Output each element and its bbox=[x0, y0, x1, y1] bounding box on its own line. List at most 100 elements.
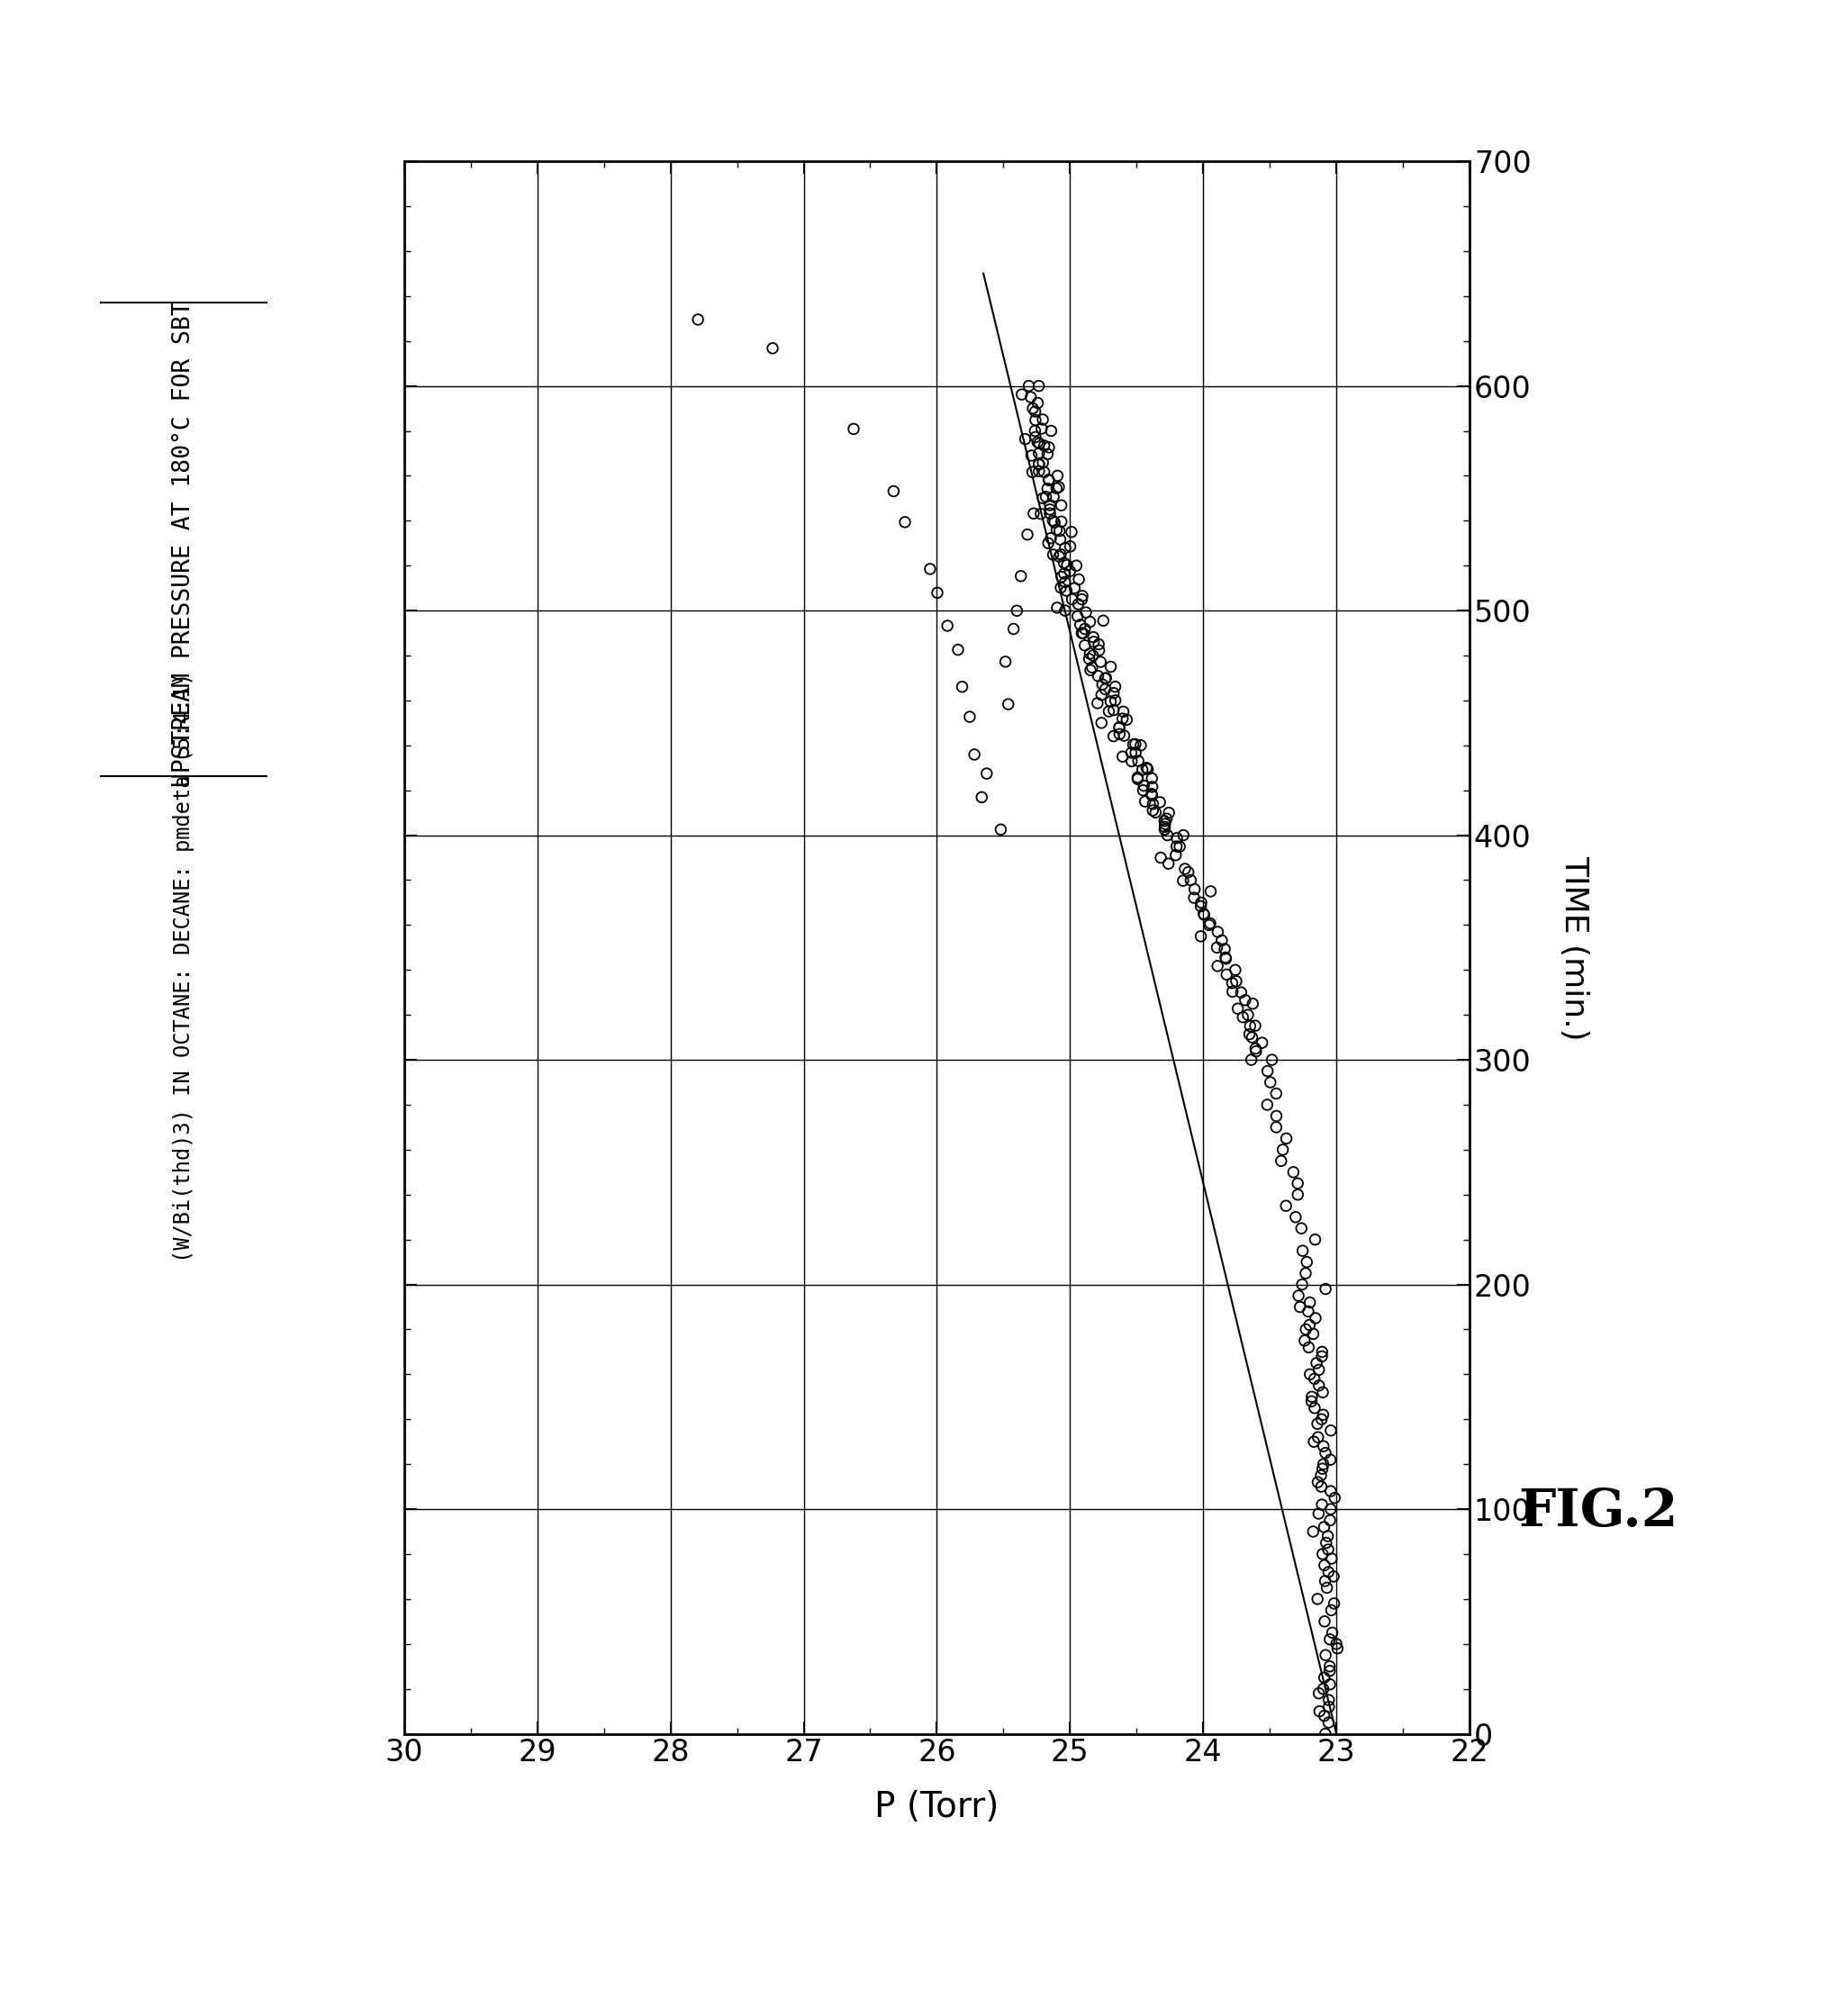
Point bbox=[1173, 857, 1203, 889]
Point bbox=[955, 702, 984, 734]
Point bbox=[1252, 1054, 1282, 1087]
Point bbox=[1311, 1572, 1340, 1605]
Point bbox=[1048, 558, 1078, 591]
Point bbox=[1036, 522, 1065, 554]
Point bbox=[1052, 575, 1081, 607]
Point bbox=[1311, 1272, 1340, 1304]
Point bbox=[1271, 1189, 1300, 1222]
Point bbox=[1313, 1691, 1342, 1724]
Point bbox=[1175, 865, 1204, 897]
Point bbox=[958, 738, 988, 770]
Point bbox=[1019, 498, 1048, 530]
Point bbox=[1309, 1718, 1338, 1750]
Point bbox=[1023, 425, 1052, 458]
Point bbox=[1070, 613, 1100, 645]
Point bbox=[1037, 538, 1067, 571]
Point bbox=[1122, 762, 1151, 794]
Point bbox=[1239, 1010, 1269, 1042]
Point bbox=[1140, 796, 1170, 829]
Point bbox=[1168, 865, 1197, 897]
Point bbox=[1186, 919, 1215, 952]
Point bbox=[1298, 1318, 1327, 1351]
Point bbox=[1283, 1179, 1313, 1212]
Point bbox=[1168, 818, 1197, 851]
Point bbox=[1304, 1677, 1333, 1710]
Point bbox=[1034, 526, 1063, 558]
Point bbox=[1307, 1454, 1337, 1486]
Point bbox=[1307, 1447, 1337, 1480]
Point bbox=[986, 812, 1015, 845]
Point bbox=[1164, 831, 1193, 863]
Point bbox=[1107, 702, 1136, 734]
Point bbox=[1023, 387, 1052, 419]
Point bbox=[1100, 671, 1129, 704]
Point bbox=[1153, 847, 1182, 879]
Point bbox=[1322, 1633, 1351, 1665]
Point bbox=[1028, 448, 1058, 480]
Point bbox=[1315, 1476, 1344, 1508]
Point bbox=[1236, 1010, 1265, 1042]
Point bbox=[1017, 393, 1047, 425]
Point bbox=[1096, 685, 1125, 718]
Point bbox=[1203, 915, 1232, 948]
Point bbox=[1304, 1369, 1333, 1401]
Point bbox=[999, 613, 1028, 645]
Point bbox=[1118, 728, 1148, 760]
Point bbox=[1226, 976, 1256, 1008]
Point bbox=[1036, 494, 1065, 526]
Point bbox=[1232, 998, 1261, 1030]
Point bbox=[1087, 669, 1116, 702]
Point bbox=[1087, 679, 1116, 712]
Point bbox=[1307, 1673, 1337, 1706]
Point bbox=[1203, 950, 1232, 982]
Point bbox=[1285, 1212, 1315, 1244]
Point bbox=[1302, 1407, 1331, 1439]
Point bbox=[1320, 1482, 1349, 1514]
Point bbox=[1316, 1542, 1346, 1574]
Point bbox=[1315, 1443, 1344, 1476]
Point bbox=[1267, 1133, 1296, 1165]
Point bbox=[1138, 788, 1168, 821]
Point bbox=[1047, 490, 1076, 522]
Point bbox=[1076, 653, 1105, 685]
Point bbox=[1100, 683, 1129, 716]
Point bbox=[1186, 887, 1215, 919]
Point bbox=[1302, 1583, 1331, 1615]
Point bbox=[1162, 823, 1192, 855]
Point bbox=[1043, 460, 1072, 492]
Point bbox=[1133, 754, 1162, 786]
Point bbox=[1300, 1391, 1329, 1423]
Point bbox=[1313, 1520, 1342, 1552]
Point bbox=[1056, 516, 1085, 548]
Point bbox=[1030, 480, 1059, 512]
Point bbox=[1304, 1695, 1333, 1728]
Point bbox=[1241, 1034, 1271, 1066]
Text: UPSTREAM PRESSURE AT 180°C FOR SBT: UPSTREAM PRESSURE AT 180°C FOR SBT bbox=[173, 300, 195, 788]
Point bbox=[1287, 1234, 1316, 1266]
Point bbox=[1315, 1504, 1344, 1536]
Point bbox=[1304, 1498, 1333, 1530]
Point bbox=[1322, 1627, 1351, 1659]
Point bbox=[1228, 1002, 1258, 1034]
Point bbox=[1129, 786, 1159, 818]
Point bbox=[1045, 540, 1074, 573]
Point bbox=[1083, 635, 1113, 667]
Point bbox=[1313, 1534, 1342, 1566]
Point bbox=[1083, 659, 1113, 691]
Point bbox=[890, 506, 920, 538]
Point bbox=[1298, 1425, 1327, 1458]
Point bbox=[1138, 794, 1168, 827]
Point bbox=[1045, 571, 1074, 603]
Point bbox=[1028, 456, 1058, 488]
Point bbox=[1136, 770, 1166, 802]
Point bbox=[1103, 712, 1133, 744]
Point bbox=[1285, 1290, 1315, 1322]
Point bbox=[1129, 770, 1159, 802]
Point bbox=[1210, 943, 1239, 976]
Point bbox=[1078, 651, 1107, 683]
Point bbox=[914, 552, 944, 585]
Point bbox=[1032, 437, 1061, 470]
Point bbox=[1074, 643, 1103, 675]
X-axis label: P (Torr): P (Torr) bbox=[874, 1790, 999, 1824]
Point bbox=[1017, 439, 1047, 472]
